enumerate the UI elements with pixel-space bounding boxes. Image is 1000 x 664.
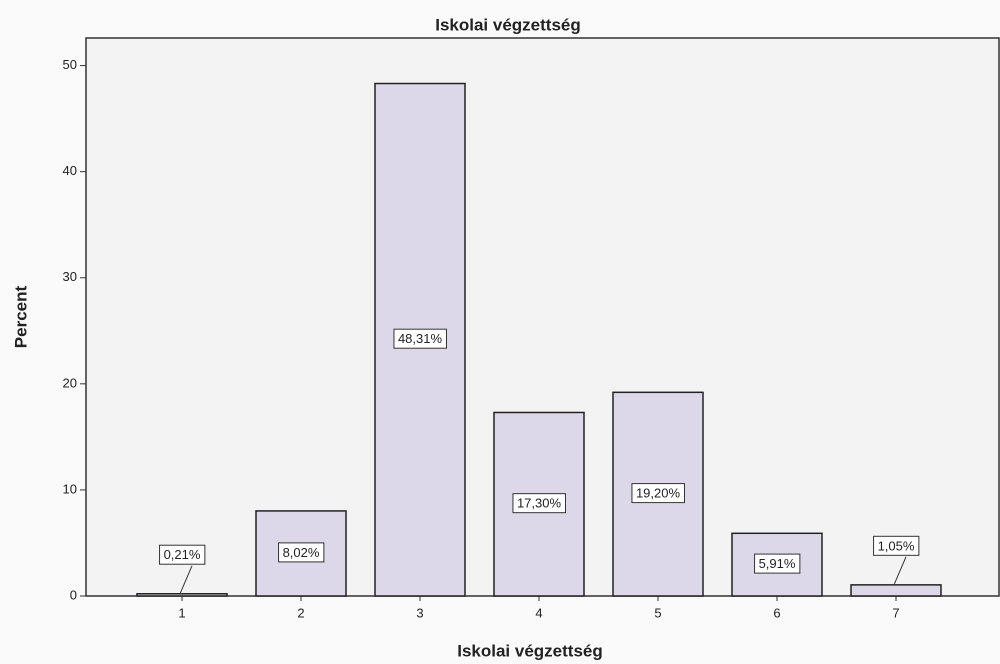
value-label: 17,30% — [517, 496, 562, 511]
bar — [850, 584, 942, 597]
x-tick-label: 1 — [178, 605, 185, 620]
x-tick-label: 4 — [535, 605, 542, 620]
value-label-box — [631, 483, 685, 504]
value-label: 0,21% — [164, 547, 201, 562]
x-tick-label: 2 — [297, 605, 304, 620]
y-axis-label: Percent — [11, 285, 30, 348]
x-tick-label: 3 — [416, 605, 423, 620]
chart-title: Iskolai végzettség — [435, 15, 581, 34]
x-tick-label: 5 — [654, 605, 661, 620]
y-tick-label: 50 — [63, 57, 77, 72]
y-tick-label: 0 — [70, 587, 77, 602]
y-tick-label: 40 — [63, 163, 77, 178]
x-axis-label: Iskolai végzettség — [457, 641, 603, 660]
y-tick-label: 30 — [63, 269, 77, 284]
value-label: 48,31% — [398, 331, 443, 346]
value-label: 19,20% — [636, 486, 681, 501]
value-label-box — [159, 544, 206, 565]
leader-line — [179, 565, 193, 594]
value-label: 8,02% — [283, 545, 320, 560]
value-label-box — [278, 542, 325, 563]
value-label-box — [512, 493, 566, 514]
value-label-box — [873, 535, 920, 556]
y-tick-label: 10 — [63, 481, 77, 496]
value-label-box — [754, 553, 801, 574]
bar — [136, 593, 228, 597]
y-tick-label: 20 — [63, 375, 77, 390]
value-label: 1,05% — [878, 538, 915, 553]
leader-line — [893, 556, 907, 586]
value-label: 5,91% — [759, 556, 796, 571]
value-label-box — [393, 328, 447, 349]
x-tick-label: 6 — [773, 605, 780, 620]
x-tick-label: 7 — [892, 605, 899, 620]
